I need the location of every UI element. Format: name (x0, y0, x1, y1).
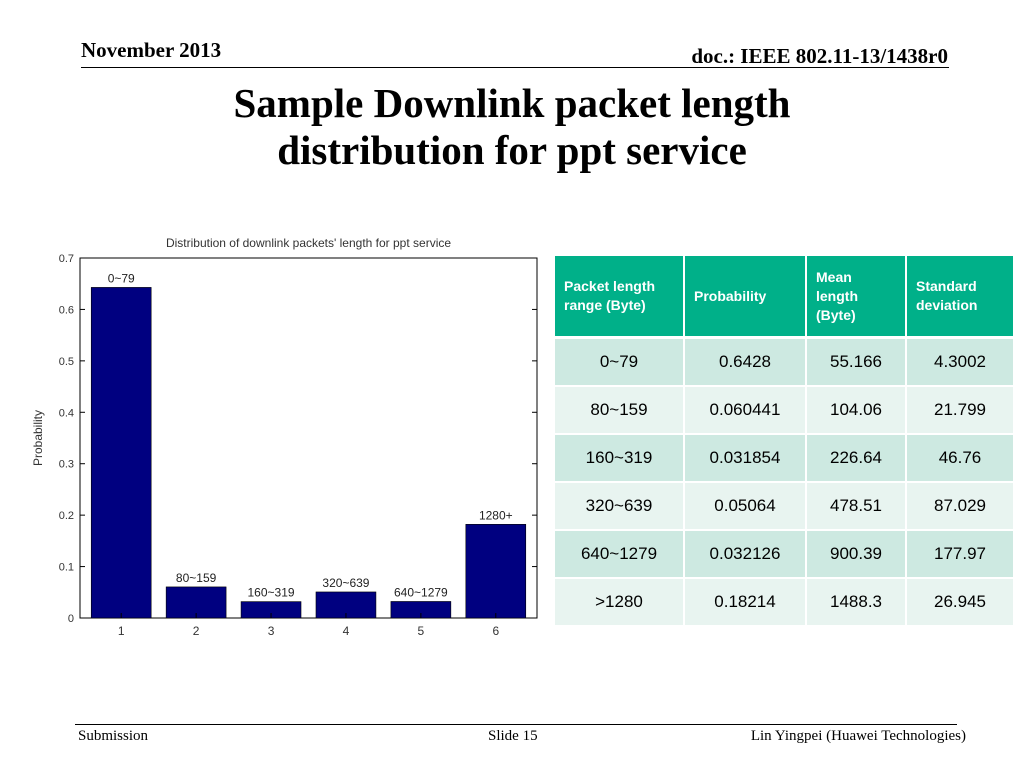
footer-author: Lin Yingpei (Huawei Technologies) (750, 728, 966, 744)
header-date: November 2013 (81, 38, 222, 62)
table-cell: 80~159 (555, 386, 685, 435)
col-header-range: Packet length range (Byte) (555, 256, 685, 339)
bar-chart-svg: Distribution of downlink packets' length… (31, 236, 538, 638)
table-cell: >1280 (555, 578, 685, 627)
x-tick-label: 6 (492, 624, 499, 638)
y-tick-label: 0.2 (59, 510, 74, 522)
table-cell: 226.64 (806, 434, 907, 483)
bar-label: 1280+ (479, 508, 513, 522)
table-cell: 0.6428 (684, 337, 807, 387)
y-tick-label: 0.3 (59, 459, 74, 471)
y-tick-label: 0.6 (59, 304, 74, 316)
stats-table-wrapper: Packet length range (Byte) Probability M… (555, 256, 1015, 627)
footer-rule (75, 724, 957, 725)
col-header-mean: Mean length (Byte) (806, 256, 907, 339)
bar-label: 320~639 (322, 576, 369, 590)
table-row: 160~319 0.031854 226.64 46.76 (555, 434, 1015, 483)
bar-label: 0~79 (108, 271, 135, 285)
y-tick-label: 0.1 (59, 562, 74, 574)
y-tick-label: 0.4 (59, 407, 74, 419)
plot-frame (79, 257, 538, 619)
table-cell: 177.97 (906, 530, 1015, 579)
header-doc-id: doc.: IEEE 802.11-13/1438r0 (691, 44, 948, 68)
x-tick-label: 1 (118, 624, 125, 638)
x-tick-label: 2 (193, 624, 200, 638)
y-tick-label: 0.7 (59, 253, 74, 265)
table-row: 640~1279 0.032126 900.39 177.97 (555, 530, 1015, 579)
y-tick-label: 0 (68, 613, 74, 625)
bar-chart: Distribution of downlink packets' length… (22, 228, 544, 648)
footer-slide-number: Slide 15 (488, 728, 538, 744)
bar-label: 640~1279 (394, 585, 448, 599)
table-row: 320~639 0.05064 478.51 87.029 (555, 482, 1015, 531)
col-header-probability: Probability (684, 256, 807, 339)
chart-title: Distribution of downlink packets' length… (166, 236, 451, 250)
bar (165, 586, 227, 619)
table-cell: 1488.3 (806, 578, 907, 627)
x-tick-label: 5 (418, 624, 425, 638)
col-header-stddev: Standard deviation (906, 256, 1015, 339)
table-cell: 4.3002 (906, 337, 1015, 387)
table-cell: 21.799 (906, 386, 1015, 435)
bar (90, 287, 152, 619)
slide-title: Sample Downlink packet length distributi… (0, 80, 1024, 174)
table-cell: 640~1279 (555, 530, 685, 579)
table-cell: 0.05064 (684, 482, 807, 531)
x-tick-label: 3 (268, 624, 275, 638)
stats-table: Packet length range (Byte) Probability M… (555, 256, 1015, 627)
table-row: 80~159 0.060441 104.06 21.799 (555, 386, 1015, 435)
footer-submission: Submission (78, 728, 149, 744)
table-cell: 0.18214 (684, 578, 807, 627)
table-cell: 0.060441 (684, 386, 807, 435)
table-row: 0~79 0.6428 55.166 4.3002 (555, 337, 1015, 387)
table-cell: 46.76 (906, 434, 1015, 483)
table-cell: 0.032126 (684, 530, 807, 579)
table-cell: 26.945 (906, 578, 1015, 627)
table-cell: 104.06 (806, 386, 907, 435)
table-cell: 0~79 (555, 337, 685, 387)
table-cell: 478.51 (806, 482, 907, 531)
bar-label: 80~159 (176, 571, 217, 585)
slide-title-line1: Sample Downlink packet length (233, 80, 791, 126)
bar (465, 524, 527, 619)
table-cell: 87.029 (906, 482, 1015, 531)
table-cell: 0.031854 (684, 434, 807, 483)
table-cell: 320~639 (555, 482, 685, 531)
table-row: >1280 0.18214 1488.3 26.945 (555, 578, 1015, 627)
table-cell: 55.166 (806, 337, 907, 387)
y-tick-label: 0.5 (59, 356, 74, 368)
bar-label: 160~319 (248, 586, 295, 600)
header-rule (81, 67, 949, 68)
x-tick-label: 4 (343, 624, 350, 638)
table-header-row: Packet length range (Byte) Probability M… (555, 256, 1015, 339)
table-cell: 900.39 (806, 530, 907, 579)
slide-title-line2: distribution for ppt service (277, 127, 747, 173)
table-cell: 160~319 (555, 434, 685, 483)
y-axis-label: Probability (31, 410, 45, 466)
